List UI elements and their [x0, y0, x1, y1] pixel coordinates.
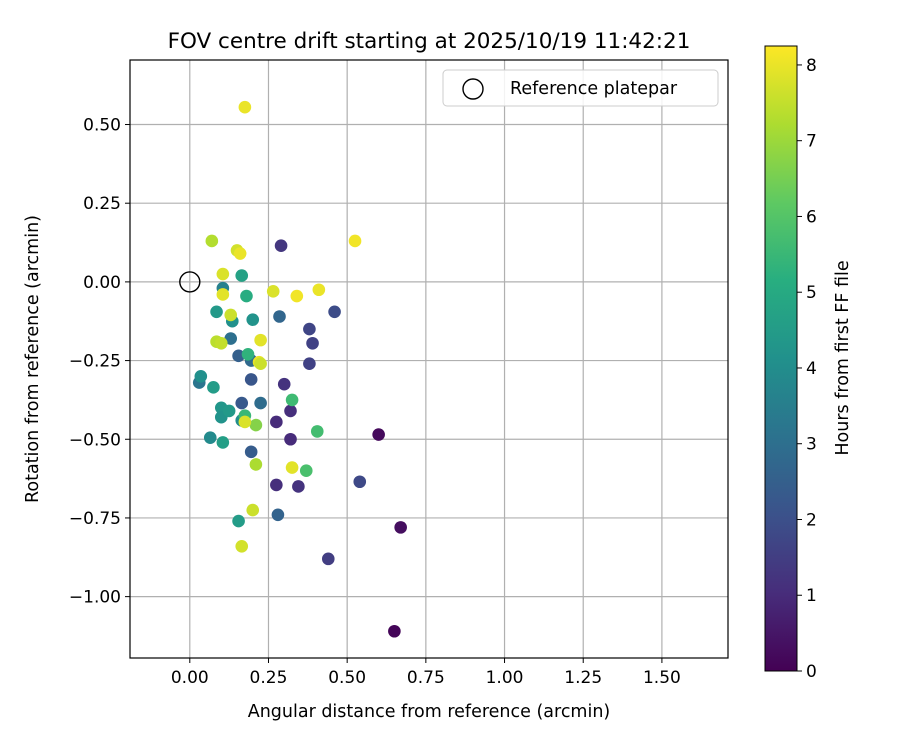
- x-axis-label: Angular distance from reference (arcmin): [248, 702, 611, 722]
- data-point: [224, 308, 238, 322]
- y-tick-label: −0.25: [69, 352, 121, 372]
- data-point: [394, 521, 407, 534]
- x-axis-ticks: 0.00 0.25 0.50 0.75 1.00 1.25 1.50: [171, 658, 681, 688]
- colorbar-tick-label: 1: [806, 586, 817, 606]
- chart-title: FOV centre drift starting at 2025/10/19 …: [168, 29, 691, 54]
- colorbar-tick-label: 4: [806, 359, 817, 379]
- data-point: [249, 458, 263, 471]
- data-point: [290, 289, 304, 303]
- plot-area-frame: [129, 59, 729, 659]
- data-point: [232, 349, 245, 363]
- data-point: [348, 234, 362, 248]
- legend-reference-marker: [462, 78, 484, 100]
- x-tick-label: 1.25: [564, 668, 602, 688]
- data-point: [285, 461, 299, 474]
- x-tick-label: 0.50: [328, 668, 366, 688]
- data-point: [303, 322, 316, 336]
- legend: Reference platepar: [442, 69, 719, 107]
- data-point: [233, 247, 247, 260]
- grid: [130, 60, 728, 658]
- colorbar-frame: [764, 45, 798, 672]
- data-point: [284, 432, 297, 446]
- data-point: [235, 269, 249, 282]
- x-tick-label: 0.00: [171, 668, 209, 688]
- data-point: [224, 332, 238, 345]
- data-point: [271, 508, 285, 522]
- data-point: [235, 539, 249, 553]
- colorbar-label: Hours from first FF file: [833, 260, 853, 455]
- data-point: [254, 396, 267, 410]
- x-tick-label: 0.25: [250, 668, 288, 688]
- legend-label: Reference platepar: [510, 79, 678, 99]
- y-tick-label: −0.50: [69, 430, 121, 450]
- y-tick-label: −1.00: [69, 588, 121, 608]
- y-tick-label: 0.50: [83, 116, 121, 136]
- colorbar-gradient: [765, 46, 797, 671]
- data-point: [246, 503, 260, 517]
- data-point: [216, 436, 230, 449]
- data-point: [249, 418, 263, 432]
- data-point: [277, 377, 291, 391]
- colorbar-tick-label: 6: [806, 207, 817, 227]
- data-point: [321, 552, 335, 566]
- data-point: [270, 415, 283, 429]
- data-point: [254, 333, 267, 347]
- data-point: [328, 305, 341, 319]
- colorbar-ticks: 0 1 2 3 4 5 6 7 8: [797, 56, 817, 682]
- data-point: [303, 357, 316, 371]
- data-point: [285, 393, 299, 407]
- data-point: [310, 425, 324, 438]
- data-point: [284, 404, 297, 418]
- data-point: [270, 478, 283, 492]
- colorbar-tick-label: 2: [806, 510, 817, 530]
- legend-box: [442, 69, 719, 107]
- data-point: [214, 336, 228, 350]
- data-point: [194, 370, 208, 383]
- data-point: [266, 285, 280, 298]
- y-tick-label: 0.25: [83, 194, 121, 214]
- colorbar-tick-label: 3: [806, 435, 817, 455]
- data-point: [222, 404, 236, 418]
- y-axis-ticks: 0.50 0.25 0.00 −0.25 −0.50 −0.75 −1.00: [69, 116, 130, 608]
- colorbar-tick-label: 8: [806, 56, 817, 76]
- colorbar: 0 1 2 3 4 5 6 7 8 Hours from first FF file: [764, 45, 853, 682]
- data-point: [306, 336, 319, 350]
- scatter-points: [192, 100, 407, 638]
- data-point: [240, 289, 253, 303]
- data-point: [244, 445, 258, 459]
- data-point: [238, 415, 252, 429]
- data-point: [205, 234, 219, 248]
- data-point: [216, 288, 230, 301]
- data-point: [210, 305, 223, 319]
- data-point: [244, 373, 258, 386]
- data-point: [203, 431, 217, 444]
- data-point: [274, 239, 288, 252]
- data-point: [388, 624, 401, 638]
- y-tick-label: 0.00: [83, 273, 121, 293]
- colorbar-tick-label: 0: [806, 662, 817, 682]
- x-tick-label: 1.00: [486, 668, 524, 688]
- data-point: [254, 357, 267, 371]
- data-point: [207, 381, 220, 394]
- data-point: [273, 310, 286, 323]
- data-point: [235, 396, 249, 410]
- data-point: [299, 464, 313, 478]
- data-point: [238, 100, 252, 114]
- x-tick-label: 0.75: [407, 668, 445, 688]
- data-point: [292, 480, 305, 493]
- y-axis-label: Rotation from reference (arcmin): [23, 215, 43, 503]
- colorbar-tick-label: 5: [806, 283, 817, 303]
- x-tick-label: 1.50: [643, 668, 681, 688]
- data-point: [312, 283, 326, 297]
- y-tick-label: −0.75: [69, 509, 121, 529]
- data-point: [372, 428, 385, 441]
- data-point: [353, 475, 367, 489]
- colorbar-tick-label: 7: [806, 132, 817, 152]
- data-point: [241, 347, 255, 361]
- data-point: [232, 514, 245, 528]
- data-point: [246, 313, 260, 326]
- reference-platepar-marker: [179, 271, 201, 293]
- data-point: [216, 267, 230, 281]
